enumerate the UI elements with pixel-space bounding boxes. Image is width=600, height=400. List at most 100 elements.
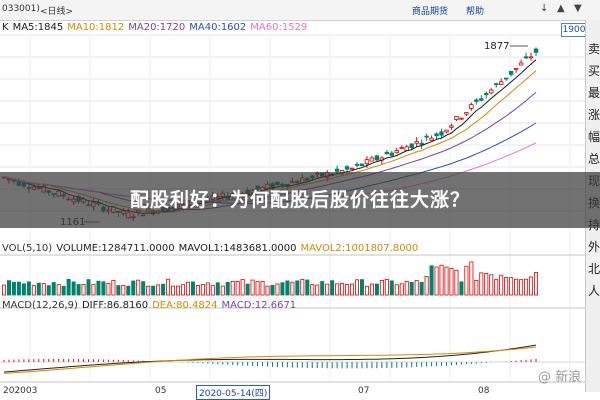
ma-legend-item: MA40:1602 — [189, 22, 247, 33]
volume-bar — [116, 285, 121, 296]
volume-bar — [6, 280, 11, 296]
arrow-up-icon[interactable]: ▲ — [557, 3, 565, 14]
volume-bar — [469, 261, 474, 296]
side-panel-label[interactable]: 幅 — [587, 130, 600, 144]
volume-bar — [225, 281, 230, 296]
candle-body — [474, 99, 479, 102]
candle-body — [354, 163, 360, 166]
arrow-down-small-icon[interactable]: ▼ — [574, 3, 582, 14]
volume-bar — [305, 279, 310, 296]
volume-bar — [325, 283, 330, 296]
volume-bar — [215, 282, 220, 296]
volume-bar — [136, 279, 141, 296]
volume-bar — [320, 281, 325, 296]
volume-bar — [275, 283, 280, 296]
volume-bar — [180, 284, 185, 296]
volume-bar — [61, 285, 66, 296]
stock-code: 033001) — [2, 4, 40, 14]
volume-bar — [51, 282, 56, 296]
ma-legend-item: MA60:1529 — [250, 22, 308, 33]
volume-bar — [399, 283, 404, 296]
volume-bar — [524, 278, 529, 296]
x-tick-label: 05 — [155, 386, 167, 396]
side-panel-label[interactable]: 人 — [587, 284, 600, 298]
volume-bar — [16, 281, 21, 296]
candle-body — [484, 92, 489, 96]
highlighted-date: 2020-05-14(四) — [196, 385, 271, 400]
volume-bar — [534, 272, 539, 296]
candle-body — [508, 70, 514, 75]
candle-body — [434, 133, 439, 137]
volume-bar — [166, 278, 171, 296]
candle-body — [449, 125, 454, 128]
volume-bar — [265, 285, 270, 296]
volume-bar — [285, 280, 290, 296]
volume-bar — [310, 284, 315, 296]
side-panel-label[interactable]: 涨 — [587, 108, 600, 122]
volume-bar — [369, 283, 374, 296]
volume-bar — [210, 285, 215, 296]
volume-bar — [11, 281, 16, 296]
volume-bar — [479, 272, 484, 296]
menu-help[interactable]: 帮助 — [466, 7, 485, 17]
candle-body — [444, 129, 449, 133]
watermark: @ 新浪 — [538, 370, 582, 385]
candle-body — [503, 77, 509, 80]
candle-body — [399, 147, 404, 149]
candle-body — [523, 56, 529, 59]
volume-bar — [364, 285, 369, 296]
volume-bar — [151, 285, 156, 296]
candle-body — [464, 112, 469, 115]
volume-bar — [374, 283, 379, 296]
volume-bar — [340, 283, 345, 296]
volume-bar — [270, 284, 275, 296]
volume-bar — [419, 281, 424, 296]
volume-bar — [439, 264, 444, 296]
side-panel-label[interactable]: 外 — [587, 240, 600, 254]
ma-legend-item: MA20:1720 — [128, 22, 186, 33]
volume-bar — [76, 284, 81, 296]
candle-body — [513, 67, 519, 70]
candle-body — [389, 152, 395, 156]
volume-legend: VOL(5,10) VOLUME:1284711.0000 MAVOL1:14836… — [2, 243, 422, 254]
volume-bar — [66, 279, 71, 296]
volume-bar — [494, 279, 499, 296]
high-price-label: 1877 — [484, 41, 509, 52]
side-panel-label[interactable]: 卖 — [587, 42, 600, 56]
candle-body — [489, 89, 494, 94]
candle-body — [429, 137, 434, 141]
candle-body — [344, 166, 350, 170]
side-panel-label[interactable]: 买 — [587, 64, 600, 78]
candle-body — [419, 142, 424, 145]
volume-bar — [141, 281, 146, 296]
period-back-button[interactable]: <日线> — [40, 7, 74, 17]
arrow-down-icon[interactable]: ↓ — [540, 3, 549, 14]
volume-bar — [2, 284, 7, 296]
side-panel-label[interactable]: 北 — [587, 262, 600, 276]
volume-bar — [86, 279, 91, 296]
menu-commodity-futures[interactable]: 商品期货 — [412, 7, 449, 17]
volume-bar — [31, 285, 36, 296]
vol-legend-item: MAVOL1:1483681.0000 — [178, 243, 297, 254]
x-tick-label: 07 — [358, 386, 370, 396]
side-panel-label[interactable]: 总 — [587, 152, 600, 166]
volume-bar — [240, 279, 245, 296]
ma-legend-item: MA10:1812 — [67, 22, 125, 33]
volume-bar — [46, 285, 51, 296]
macd-legend-item: DIFF:86.8160 — [81, 300, 149, 311]
macd-legend-item: MACD:12.6671 — [221, 300, 297, 311]
volume-bar — [449, 267, 454, 296]
volume-bar — [424, 276, 429, 296]
volume-bar — [529, 276, 534, 296]
volume-bar — [185, 281, 190, 296]
candle-body — [469, 104, 474, 109]
volume-bar — [330, 280, 335, 296]
volume-bar — [245, 283, 250, 296]
macd-legend-item: MACD(12,26,9) — [2, 300, 78, 311]
ma-legend-item: MA5:1845 — [12, 22, 64, 33]
window-titlebar: 033001) <日线> 商品期货 帮助 ↓ ▲ ▼ — [0, 0, 600, 21]
volume-bar — [91, 284, 96, 296]
volume-bar — [195, 285, 200, 296]
volume-bar — [176, 285, 181, 296]
side-panel-label[interactable]: 最 — [587, 86, 600, 100]
